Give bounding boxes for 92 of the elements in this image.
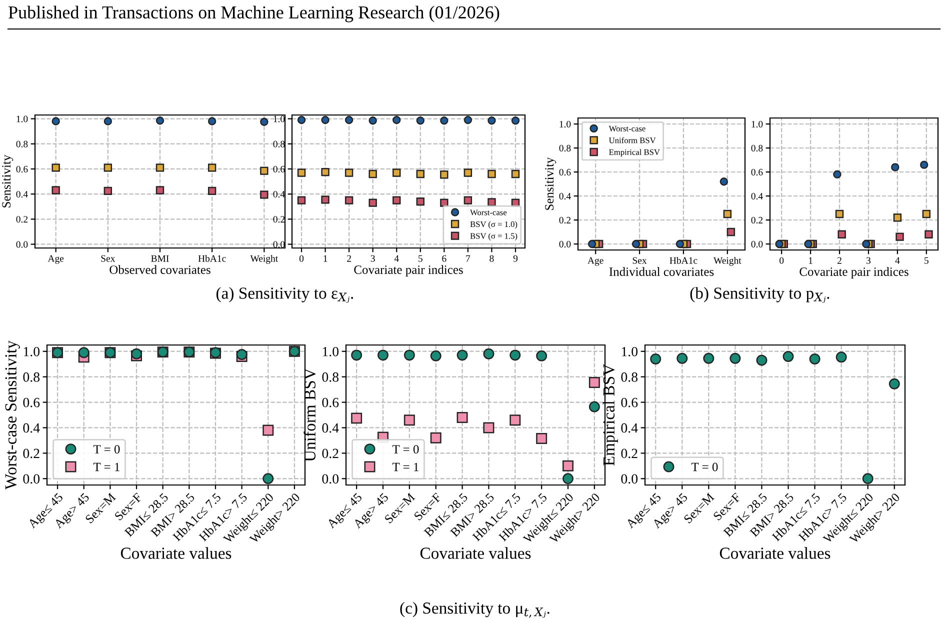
x-axis-title: Covariate pair indices bbox=[800, 267, 908, 278]
y-tick-label: 1.0 bbox=[322, 346, 339, 356]
y-tick-label: 0.4 bbox=[273, 190, 285, 198]
legend-label: T = 1 bbox=[93, 462, 120, 472]
y-tick-label: 0.4 bbox=[621, 423, 638, 433]
y-tick-label: 0.8 bbox=[23, 372, 40, 382]
text: (a) Sensitivity to ε$_{Xⱼ}$. bbox=[216, 287, 354, 303]
y-tick-label: 0.6 bbox=[559, 168, 571, 176]
x-tick-label: Sex bbox=[632, 257, 647, 264]
x-axis-title: Individual covariates bbox=[609, 267, 714, 276]
x-tick-label: 5 bbox=[418, 255, 422, 262]
x-tick-label: Weight bbox=[250, 254, 278, 264]
x-tick-label: 4 bbox=[394, 255, 399, 262]
x-axis-title: Covariate values bbox=[420, 547, 531, 559]
x-tick-label: Weight bbox=[714, 256, 742, 266]
x-tick-label: 0 bbox=[299, 255, 304, 262]
legend-label: BSV (σ = 1.0) bbox=[470, 221, 518, 229]
x-tick-label: Age bbox=[48, 255, 64, 264]
y-tick-label: 1.0 bbox=[24, 346, 40, 356]
y-tick-label: 0.6 bbox=[23, 398, 40, 408]
y-tick-label: 0.0 bbox=[621, 474, 638, 484]
x-tick-label: BMI bbox=[151, 255, 169, 262]
x-tick-label: 2 bbox=[838, 257, 842, 264]
y-tick-label: 0.0 bbox=[16, 241, 28, 248]
y-tick-label: 0.2 bbox=[559, 216, 571, 224]
y-tick-label: 0.2 bbox=[751, 216, 763, 224]
y-tick-label: 0.6 bbox=[16, 166, 28, 172]
x-axis-title: Covariate values bbox=[120, 547, 232, 559]
y-tick-label: 0.0 bbox=[559, 240, 571, 248]
y-tick-label: 0.6 bbox=[322, 398, 339, 408]
y-axis-title: Worst-case Sensitivity bbox=[5, 340, 20, 490]
y-tick-label: 0.4 bbox=[751, 192, 763, 200]
x-axis-title: Covariate pair indices bbox=[354, 265, 463, 276]
x-tick-label: 5 bbox=[924, 257, 928, 264]
legend-label: Empirical BSV bbox=[609, 149, 660, 157]
y-tick-label: 0.4 bbox=[16, 190, 28, 198]
y-tick-label: 0.4 bbox=[23, 423, 40, 433]
y-tick-label: 0.6 bbox=[621, 398, 638, 408]
text: Published in Transactions on Machine Learning Research (01/2026) bbox=[8, 6, 500, 22]
y-tick-label: 0.0 bbox=[273, 241, 285, 248]
y-tick-label: 1.0 bbox=[560, 120, 571, 128]
x-tick-label: 0 bbox=[780, 257, 784, 264]
y-tick-label: 0.8 bbox=[273, 140, 285, 148]
x-tick-label: Age bbox=[588, 257, 604, 266]
x-tick-label: 4 bbox=[895, 257, 900, 264]
x-tick-label: 3 bbox=[370, 255, 375, 262]
y-tick-label: 0.8 bbox=[16, 140, 28, 148]
x-axis-title: Observed covariates bbox=[110, 265, 210, 274]
x-tick-label: Sex bbox=[101, 255, 116, 262]
y-tick-label: 0.2 bbox=[23, 448, 40, 458]
y-tick-label: 0.0 bbox=[751, 240, 763, 248]
x-tick-label: 8 bbox=[490, 255, 494, 262]
legend-label: T = 0 bbox=[691, 462, 718, 472]
x-tick-label: 7 bbox=[466, 255, 470, 262]
x-tick-label: 2 bbox=[347, 255, 351, 262]
x-tick-label: 3 bbox=[866, 257, 871, 264]
y-tick-label: 1.0 bbox=[274, 116, 285, 122]
y-tick-label: 0.2 bbox=[16, 216, 28, 223]
x-axis-title: Covariate values bbox=[720, 547, 830, 559]
y-tick-label: 1.0 bbox=[16, 116, 28, 122]
y-tick-label: 0.6 bbox=[751, 168, 763, 176]
x-tick-label: 9 bbox=[513, 255, 518, 262]
y-tick-label: 0.0 bbox=[23, 474, 40, 484]
legend-label: T = 0 bbox=[93, 445, 120, 454]
y-axis-title: Sensitivity bbox=[545, 157, 556, 210]
legend-label: Worst-case bbox=[608, 126, 646, 132]
y-tick-label: 0.2 bbox=[273, 216, 285, 223]
y-tick-label: 0.6 bbox=[273, 166, 285, 172]
y-tick-label: 0.4 bbox=[322, 423, 339, 433]
y-tick-label: 0.2 bbox=[322, 448, 338, 458]
y-tick-label: 0.8 bbox=[751, 144, 763, 152]
y-tick-label: 0.2 bbox=[621, 448, 638, 458]
y-tick-label: 0.0 bbox=[322, 474, 339, 484]
y-tick-label: 0.8 bbox=[322, 372, 339, 382]
x-tick-label: 6 bbox=[442, 255, 446, 262]
y-tick-label: 0.8 bbox=[621, 372, 638, 382]
text: (c) Sensitivity to μ$_{t,Xⱼ}$. bbox=[400, 602, 550, 618]
x-tick-label: 1 bbox=[808, 257, 812, 264]
y-tick-label: 1.0 bbox=[752, 120, 763, 128]
y-tick-label: 0.4 bbox=[559, 192, 571, 200]
x-tick-label: HbA1c bbox=[198, 254, 226, 262]
legend-label: T = 0 bbox=[392, 445, 419, 454]
legend-label: Uniform BSV bbox=[609, 137, 656, 144]
legend-label: BSV (σ = 1.5) bbox=[470, 232, 518, 240]
legend-label: T = 1 bbox=[392, 462, 418, 472]
y-axis-title: Sensitivity bbox=[2, 154, 14, 208]
x-tick-label: 1 bbox=[324, 255, 328, 262]
y-tick-label: 0.8 bbox=[559, 144, 571, 152]
text: (b) Sensitivity to p$_{Xⱼ}$. bbox=[690, 287, 830, 303]
legend-label: Worst-case bbox=[470, 210, 507, 216]
x-tick-label: HbA1c bbox=[670, 256, 698, 264]
y-tick-label: 1.0 bbox=[622, 346, 638, 356]
